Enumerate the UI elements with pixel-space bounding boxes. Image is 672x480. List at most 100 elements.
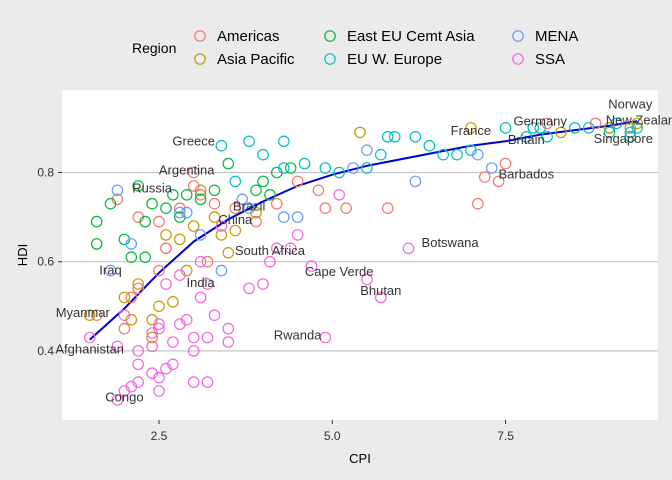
point-mena-5 bbox=[236, 193, 248, 206]
data-points bbox=[83, 117, 643, 406]
point-ssa-13 bbox=[153, 322, 165, 335]
point-mena-2 bbox=[194, 229, 207, 241]
point-label: Bhutan bbox=[360, 283, 401, 298]
point-ssa-27 bbox=[257, 278, 269, 290]
point-asia-pacific-0 bbox=[83, 309, 96, 321]
point-label: New Zealand bbox=[606, 112, 672, 127]
point-ssa-5 bbox=[132, 345, 144, 357]
point-label: Greece bbox=[172, 134, 215, 149]
legend-label: East EU Cemt Asia bbox=[347, 28, 475, 45]
point-eu-w-europe-11 bbox=[409, 131, 422, 143]
point-asia-pacific-5 bbox=[167, 295, 179, 308]
point-east-eu-cemt-asia-19 bbox=[250, 184, 262, 197]
point-label: Barbados bbox=[498, 167, 554, 182]
point-east-eu-cemt-asia-6 bbox=[139, 215, 151, 228]
point-east-eu-cemt-asia-2 bbox=[104, 197, 117, 210]
point-americas-2 bbox=[153, 215, 165, 228]
point-label: Rwanda bbox=[274, 328, 322, 343]
point-mena-14 bbox=[125, 238, 138, 250]
point-east-eu-cemt-asia-20 bbox=[132, 180, 144, 192]
point-americas-14 bbox=[478, 171, 491, 183]
point-americas-30 bbox=[319, 202, 332, 214]
point-eu-w-europe-2 bbox=[257, 148, 269, 161]
point-ssa-22 bbox=[201, 278, 214, 290]
point-ssa-40 bbox=[83, 331, 96, 344]
point-eu-w-europe-9 bbox=[381, 131, 394, 143]
point-asia-pacific-2 bbox=[132, 278, 144, 290]
point-label: Singapore bbox=[594, 131, 653, 146]
point-eu-w-europe-19 bbox=[582, 122, 595, 134]
point-ssa-44 bbox=[215, 220, 228, 232]
point-americas-21 bbox=[160, 242, 172, 255]
point-asia-pacific-15 bbox=[555, 126, 567, 139]
point-mena-8 bbox=[409, 175, 422, 188]
legend-key-2 bbox=[324, 30, 336, 42]
point-ssa-18 bbox=[187, 345, 200, 357]
point-east-eu-cemt-asia-17 bbox=[160, 202, 172, 214]
legend-label: Americas bbox=[217, 28, 280, 45]
point-ssa-4 bbox=[132, 358, 144, 371]
point-eu-w-europe-28 bbox=[534, 122, 546, 134]
x-axis-title: CPI bbox=[349, 451, 371, 466]
point-americas-26 bbox=[132, 282, 144, 295]
y-axis: 0.4 0.6 0.8 bbox=[37, 166, 62, 358]
point-east-eu-cemt-asia-13 bbox=[257, 175, 269, 188]
point-asia-pacific-19 bbox=[194, 184, 207, 197]
point-eu-w-europe-21 bbox=[610, 117, 623, 130]
point-eu-w-europe-23 bbox=[631, 122, 643, 134]
point-eu-w-europe-26 bbox=[229, 175, 242, 188]
point-ssa-31 bbox=[291, 229, 304, 241]
x-tick-label: 7.5 bbox=[497, 429, 514, 443]
point-east-eu-cemt-asia-11 bbox=[208, 184, 221, 197]
point-eu-w-europe-10 bbox=[388, 131, 401, 143]
legend-label: EU W. Europe bbox=[347, 51, 442, 68]
point-ssa-14 bbox=[153, 318, 165, 330]
point-eu-w-europe-0 bbox=[215, 139, 228, 152]
point-ssa-3 bbox=[132, 376, 144, 388]
point-label: China bbox=[218, 212, 253, 227]
trend-layer bbox=[89, 120, 638, 341]
point-eu-w-europe-1 bbox=[243, 135, 255, 148]
point-ssa-8 bbox=[153, 371, 165, 384]
point-label: Congo bbox=[105, 390, 143, 405]
point-label: Botswana bbox=[422, 235, 480, 250]
legend-key-5 bbox=[512, 53, 524, 65]
point-mena-4 bbox=[215, 264, 228, 277]
legend-label: SSA bbox=[535, 51, 565, 68]
point-east-eu-cemt-asia-10 bbox=[194, 193, 207, 206]
point-asia-pacific-1 bbox=[118, 291, 131, 304]
y-axis-title: HDI bbox=[15, 244, 30, 266]
point-americas-7 bbox=[208, 197, 221, 210]
point-asia-pacific-9 bbox=[187, 220, 200, 232]
point-ssa-35 bbox=[333, 189, 345, 201]
point-label: Britain bbox=[508, 132, 545, 147]
point-asia-pacific-10 bbox=[208, 211, 221, 223]
point-east-eu-cemt-asia-14 bbox=[264, 189, 276, 201]
point-eu-w-europe-8 bbox=[374, 148, 387, 161]
point-label: France bbox=[451, 123, 491, 138]
legend-label: Asia Pacific bbox=[217, 51, 295, 68]
point-ssa-17 bbox=[187, 331, 200, 344]
point-ssa-20 bbox=[201, 376, 214, 388]
legend: Region Americas Asia Pacific East EU Cemt … bbox=[132, 28, 578, 68]
plot-panel bbox=[62, 90, 658, 420]
point-ssa-28 bbox=[264, 255, 276, 268]
x-axis: 2.5 5.0 7.5 bbox=[151, 420, 514, 443]
point-ssa-0 bbox=[111, 394, 124, 406]
point-mena-7 bbox=[291, 211, 304, 223]
point-americas-11 bbox=[291, 175, 304, 188]
point-label: Cape Verde bbox=[305, 264, 374, 279]
point-americas-29 bbox=[340, 202, 352, 214]
point-asia-pacific-4 bbox=[153, 300, 165, 313]
legend-title: Region bbox=[132, 40, 176, 56]
point-label: Iraq bbox=[99, 263, 121, 278]
point-east-eu-cemt-asia-0 bbox=[90, 215, 103, 228]
point-east-eu-cemt-asia-16 bbox=[284, 162, 297, 174]
point-americas-16 bbox=[499, 157, 512, 170]
point-asia-pacific-20 bbox=[229, 224, 242, 237]
point-eu-w-europe-12 bbox=[423, 139, 436, 152]
point-ssa-46 bbox=[201, 331, 214, 344]
point-ssa-29 bbox=[270, 242, 283, 255]
y-tick-label: 0.4 bbox=[37, 344, 54, 358]
point-ssa-37 bbox=[361, 273, 373, 286]
